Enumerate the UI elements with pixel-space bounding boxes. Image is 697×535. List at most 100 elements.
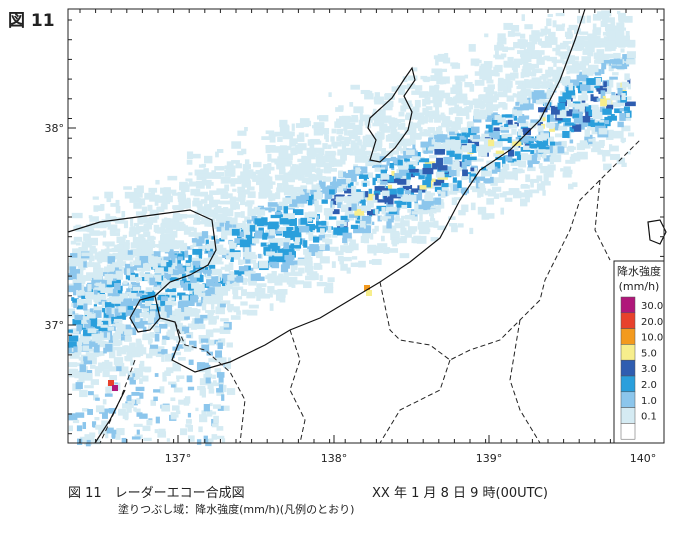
echo-cell xyxy=(380,216,392,221)
echo-cell xyxy=(73,371,82,376)
echo-cell xyxy=(420,75,428,80)
echo-cell xyxy=(200,314,208,319)
echo-cell xyxy=(328,92,332,97)
echo-cell xyxy=(546,18,552,27)
echo-cell xyxy=(326,156,334,162)
echo-cell xyxy=(210,294,222,300)
echo-cell xyxy=(506,95,515,102)
legend-unit: (mm/h) xyxy=(619,280,660,293)
echo-cell xyxy=(541,93,547,99)
echo-cell xyxy=(419,185,427,190)
echo-cell xyxy=(361,166,368,174)
echo-cell xyxy=(176,344,184,349)
echo-cell xyxy=(109,268,119,276)
echo-cell xyxy=(448,216,456,220)
echo-cell xyxy=(262,181,273,189)
echo-cell xyxy=(73,346,78,353)
echo-cell xyxy=(229,196,237,203)
echo-cell xyxy=(617,25,622,31)
echo-cell xyxy=(372,161,382,165)
echo-cell xyxy=(616,157,626,165)
echo-cell xyxy=(117,363,123,367)
echo-cell xyxy=(416,170,427,175)
echo-cell xyxy=(485,213,495,219)
echo-cell xyxy=(270,214,282,219)
echo-cell xyxy=(151,315,158,324)
echo-cell xyxy=(288,279,295,287)
echo-cell xyxy=(290,262,298,271)
echo-cell xyxy=(518,137,523,145)
echo-cell xyxy=(421,204,431,210)
echo-cell xyxy=(177,267,185,275)
echo-cell xyxy=(257,213,262,221)
echo-cell xyxy=(154,213,160,220)
echo-cell xyxy=(190,277,197,283)
echo-cell xyxy=(421,147,427,153)
echo-cell xyxy=(139,367,144,372)
echo-cell xyxy=(624,73,630,81)
echo-cell xyxy=(189,214,196,218)
echo-cell xyxy=(178,331,185,335)
echo-cell xyxy=(265,251,275,256)
echo-cell xyxy=(213,248,223,255)
echo-cell xyxy=(512,109,518,115)
echo-cell xyxy=(285,184,294,193)
echo-cell xyxy=(208,318,217,325)
echo-cell xyxy=(83,261,87,268)
echo-cell xyxy=(454,104,460,109)
echo-cell xyxy=(331,128,337,134)
echo-cell xyxy=(486,95,498,103)
echo-cell xyxy=(224,249,235,258)
echo-cell xyxy=(186,375,193,383)
echo-cell xyxy=(497,91,508,98)
echo-cell xyxy=(342,237,348,244)
echo-cell xyxy=(546,122,555,128)
echo-cell xyxy=(469,83,475,92)
echo-cell xyxy=(374,132,383,138)
echo-cell xyxy=(398,190,404,195)
echo-cell xyxy=(113,339,123,346)
echo-cell xyxy=(418,158,430,163)
echo-cell xyxy=(93,272,103,280)
echo-cell xyxy=(545,169,554,178)
echo-cell xyxy=(195,269,205,273)
echo-cell xyxy=(194,309,200,318)
echo-cell xyxy=(127,394,132,401)
echo-cell xyxy=(598,41,606,48)
echo-cell xyxy=(210,299,221,305)
echo-cell xyxy=(407,226,418,232)
echo-cell xyxy=(443,156,453,165)
echo-cell xyxy=(166,438,170,442)
echo-cell xyxy=(479,65,486,70)
echo-cell xyxy=(244,159,250,165)
echo-cell xyxy=(437,53,446,62)
echo-cell xyxy=(533,50,545,55)
echo-cell xyxy=(448,107,453,115)
echo-cell xyxy=(531,77,542,84)
echo-cell xyxy=(204,155,213,164)
echo-cell xyxy=(221,438,226,443)
echo-cell xyxy=(512,94,520,98)
echo-cell xyxy=(381,207,386,215)
echo-cell xyxy=(84,385,94,389)
echo-cell xyxy=(336,220,347,227)
echo-cell xyxy=(419,213,423,222)
echo-cell xyxy=(244,246,250,254)
echo-cell xyxy=(372,108,377,117)
echo-cell xyxy=(401,215,408,219)
echo-cell xyxy=(168,381,177,385)
echo-cell xyxy=(104,359,110,368)
echo-cell xyxy=(405,162,412,169)
echo-cell xyxy=(545,69,550,78)
echo-cell xyxy=(560,53,569,60)
echo-cell xyxy=(335,250,344,256)
echo-cell xyxy=(350,195,361,202)
echo-cell xyxy=(318,148,325,156)
echo-cell xyxy=(154,327,160,333)
echo-cell xyxy=(68,341,78,348)
echo-cell xyxy=(275,293,283,301)
echo-cell xyxy=(199,414,208,423)
echo-cell xyxy=(133,376,138,381)
echo-cell xyxy=(547,66,554,74)
echo-cell xyxy=(496,42,504,47)
